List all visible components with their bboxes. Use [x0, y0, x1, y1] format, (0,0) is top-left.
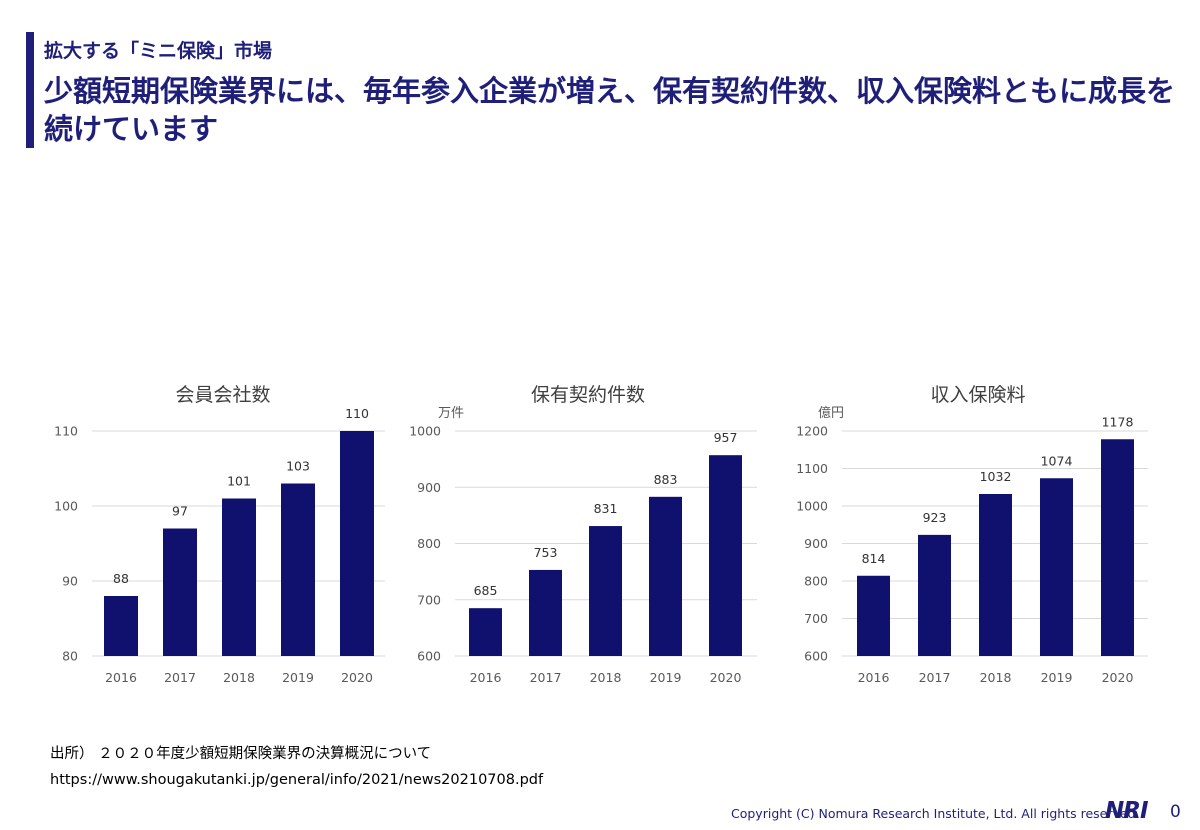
chart-title: 収入保険料: [930, 384, 1025, 406]
bar: [104, 596, 138, 656]
bar: [340, 431, 374, 656]
bar: [529, 569, 562, 656]
data-label: 957: [714, 430, 738, 445]
source-title: 出所） ２０２０年度少額短期保険業界の決算概況について: [50, 746, 432, 762]
y-tick-label: 1100: [796, 461, 828, 476]
chart-unit-label: 億円: [818, 405, 844, 421]
x-tick-label: 2017: [164, 670, 196, 685]
data-label: 814: [862, 551, 886, 566]
bar: [163, 528, 197, 656]
page-number: 0: [1170, 802, 1181, 822]
copyright-notice: Copyright (C) Nomura Research Institute,…: [731, 806, 1140, 821]
data-label: 883: [654, 472, 678, 487]
y-tick-label: 110: [54, 424, 78, 439]
data-label: 88: [113, 571, 129, 586]
x-tick-label: 2019: [650, 670, 682, 685]
data-label: 1074: [1041, 453, 1073, 468]
x-tick-label: 2017: [919, 670, 951, 685]
x-tick-label: 2016: [105, 670, 137, 685]
y-tick-label: 800: [804, 574, 828, 589]
bar: [589, 526, 622, 656]
chart-title: 保有契約件数: [531, 384, 645, 406]
bar: [469, 608, 502, 656]
nri-logo: NRI: [1105, 798, 1149, 824]
bar: [918, 534, 951, 656]
y-tick-label: 80: [62, 649, 78, 664]
bar: [1101, 439, 1134, 656]
y-tick-label: 600: [804, 649, 828, 664]
x-tick-label: 2020: [710, 670, 742, 685]
bar: [857, 575, 890, 656]
page-title: 少額短期保険業界には、毎年参入企業が増え、保有契約件数、収入保険料ともに成長を続…: [44, 74, 1176, 146]
y-tick-label: 90: [62, 574, 78, 589]
y-tick-label: 1200: [796, 424, 828, 439]
data-label: 101: [227, 474, 251, 489]
data-label: 110: [345, 406, 369, 421]
x-tick-label: 2016: [858, 670, 890, 685]
x-tick-label: 2019: [1041, 670, 1073, 685]
x-tick-label: 2017: [530, 670, 562, 685]
bar: [281, 483, 315, 656]
y-tick-label: 600: [417, 649, 441, 664]
y-tick-label: 700: [804, 611, 828, 626]
bar: [979, 494, 1012, 656]
section-kicker: 拡大する「ミニ保険」市場: [44, 40, 273, 62]
title-accent-bar: [26, 32, 34, 148]
x-tick-label: 2018: [223, 670, 255, 685]
chart-unit-label: 万件: [438, 406, 464, 421]
y-tick-label: 800: [417, 536, 441, 551]
data-label: 753: [534, 545, 558, 560]
x-tick-label: 2018: [980, 670, 1012, 685]
data-label: 1178: [1102, 414, 1134, 429]
bar: [1040, 478, 1073, 656]
x-tick-label: 2020: [341, 670, 373, 685]
data-label: 103: [286, 459, 310, 474]
source-url: https://www.shougakutanki.jp/general/inf…: [50, 772, 544, 788]
x-tick-label: 2020: [1102, 670, 1134, 685]
chart-title: 会員会社数: [175, 384, 270, 406]
y-tick-label: 1000: [796, 499, 828, 514]
x-tick-label: 2019: [282, 670, 314, 685]
source-note: 出所） ２０２０年度少額短期保険業界の決算概況について https://www.…: [50, 741, 543, 793]
y-tick-label: 1000: [409, 424, 441, 439]
y-tick-label: 700: [417, 592, 441, 607]
charts-area: 会員会社数 80 90 100 110 88 2016 97 2017 101 2018 103 201…: [54, 384, 1148, 685]
y-tick-label: 100: [54, 499, 78, 514]
x-tick-label: 2018: [590, 670, 622, 685]
data-label: 831: [594, 501, 618, 516]
data-label: 97: [172, 504, 188, 519]
data-label: 923: [923, 510, 947, 525]
bar: [222, 498, 256, 656]
x-tick-label: 2016: [470, 670, 502, 685]
bar: [649, 496, 682, 656]
data-label: 1032: [980, 469, 1012, 484]
bar: [709, 455, 742, 656]
y-tick-label: 900: [804, 536, 828, 551]
data-label: 685: [474, 583, 498, 598]
y-tick-label: 900: [417, 480, 441, 495]
